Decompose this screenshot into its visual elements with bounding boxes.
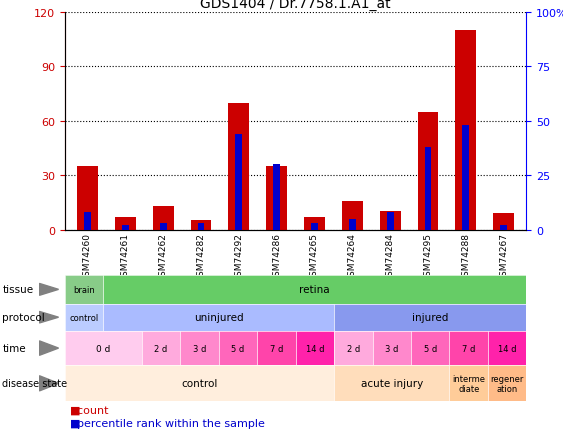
Text: injured: injured xyxy=(412,312,448,322)
Text: regener
ation: regener ation xyxy=(490,374,524,393)
Text: 3 d: 3 d xyxy=(385,344,399,353)
Text: 2 d: 2 d xyxy=(347,344,360,353)
Bar xyxy=(380,212,401,230)
Text: GSM74295: GSM74295 xyxy=(423,232,432,281)
Text: 7 d: 7 d xyxy=(462,344,475,353)
Text: GSM74261: GSM74261 xyxy=(121,232,130,281)
Text: disease state: disease state xyxy=(2,378,68,388)
Text: 0 d: 0 d xyxy=(96,344,110,353)
Text: acute injury: acute injury xyxy=(361,378,423,388)
Bar xyxy=(115,217,136,230)
Text: GSM74264: GSM74264 xyxy=(348,232,357,281)
Bar xyxy=(198,224,204,230)
Bar xyxy=(273,165,280,230)
Text: count: count xyxy=(70,405,109,415)
Text: retina: retina xyxy=(300,285,330,295)
Text: percentile rank within the sample: percentile rank within the sample xyxy=(70,418,265,428)
Text: GSM74267: GSM74267 xyxy=(499,232,508,281)
Polygon shape xyxy=(39,312,59,323)
Text: ■: ■ xyxy=(70,405,81,415)
Text: control: control xyxy=(69,313,99,322)
Text: 3 d: 3 d xyxy=(193,344,206,353)
Text: ■: ■ xyxy=(70,418,81,428)
Bar xyxy=(387,213,394,230)
Text: GSM74265: GSM74265 xyxy=(310,232,319,281)
Polygon shape xyxy=(39,376,59,391)
Bar xyxy=(304,217,325,230)
Bar xyxy=(493,214,514,230)
Text: time: time xyxy=(2,343,26,353)
Bar xyxy=(229,103,249,230)
Bar xyxy=(455,31,476,230)
Text: 2 d: 2 d xyxy=(154,344,168,353)
Bar xyxy=(77,167,98,230)
Text: brain: brain xyxy=(73,285,95,294)
Polygon shape xyxy=(39,284,59,296)
Text: 5 d: 5 d xyxy=(423,344,437,353)
Bar xyxy=(349,219,356,230)
Text: GSM74288: GSM74288 xyxy=(461,232,470,281)
Text: protocol: protocol xyxy=(2,312,45,322)
Text: GSM74292: GSM74292 xyxy=(234,232,243,281)
Text: GSM74284: GSM74284 xyxy=(386,232,395,281)
Text: 7 d: 7 d xyxy=(270,344,283,353)
Bar xyxy=(160,224,167,230)
Text: 14 d: 14 d xyxy=(498,344,516,353)
Text: 14 d: 14 d xyxy=(306,344,324,353)
Text: GSM74262: GSM74262 xyxy=(159,232,168,281)
Text: 5 d: 5 d xyxy=(231,344,244,353)
Bar xyxy=(122,226,129,230)
Bar xyxy=(153,207,173,230)
Bar xyxy=(235,135,242,230)
Text: GSM74260: GSM74260 xyxy=(83,232,92,281)
Bar xyxy=(84,213,91,230)
Text: GSM74286: GSM74286 xyxy=(272,232,281,281)
Text: control: control xyxy=(181,378,217,388)
Text: GSM74282: GSM74282 xyxy=(196,232,205,281)
Bar xyxy=(501,226,507,230)
Text: uninjured: uninjured xyxy=(194,312,243,322)
Bar xyxy=(311,224,318,230)
Bar xyxy=(418,112,439,230)
Text: interme
diate: interme diate xyxy=(452,374,485,393)
Bar xyxy=(190,221,211,230)
Bar xyxy=(462,126,470,230)
Text: tissue: tissue xyxy=(2,285,33,295)
Bar xyxy=(342,201,363,230)
Title: GDS1404 / Dr.7758.1.A1_at: GDS1404 / Dr.7758.1.A1_at xyxy=(200,0,391,10)
Bar xyxy=(425,148,431,230)
Polygon shape xyxy=(39,341,59,355)
Bar xyxy=(266,167,287,230)
